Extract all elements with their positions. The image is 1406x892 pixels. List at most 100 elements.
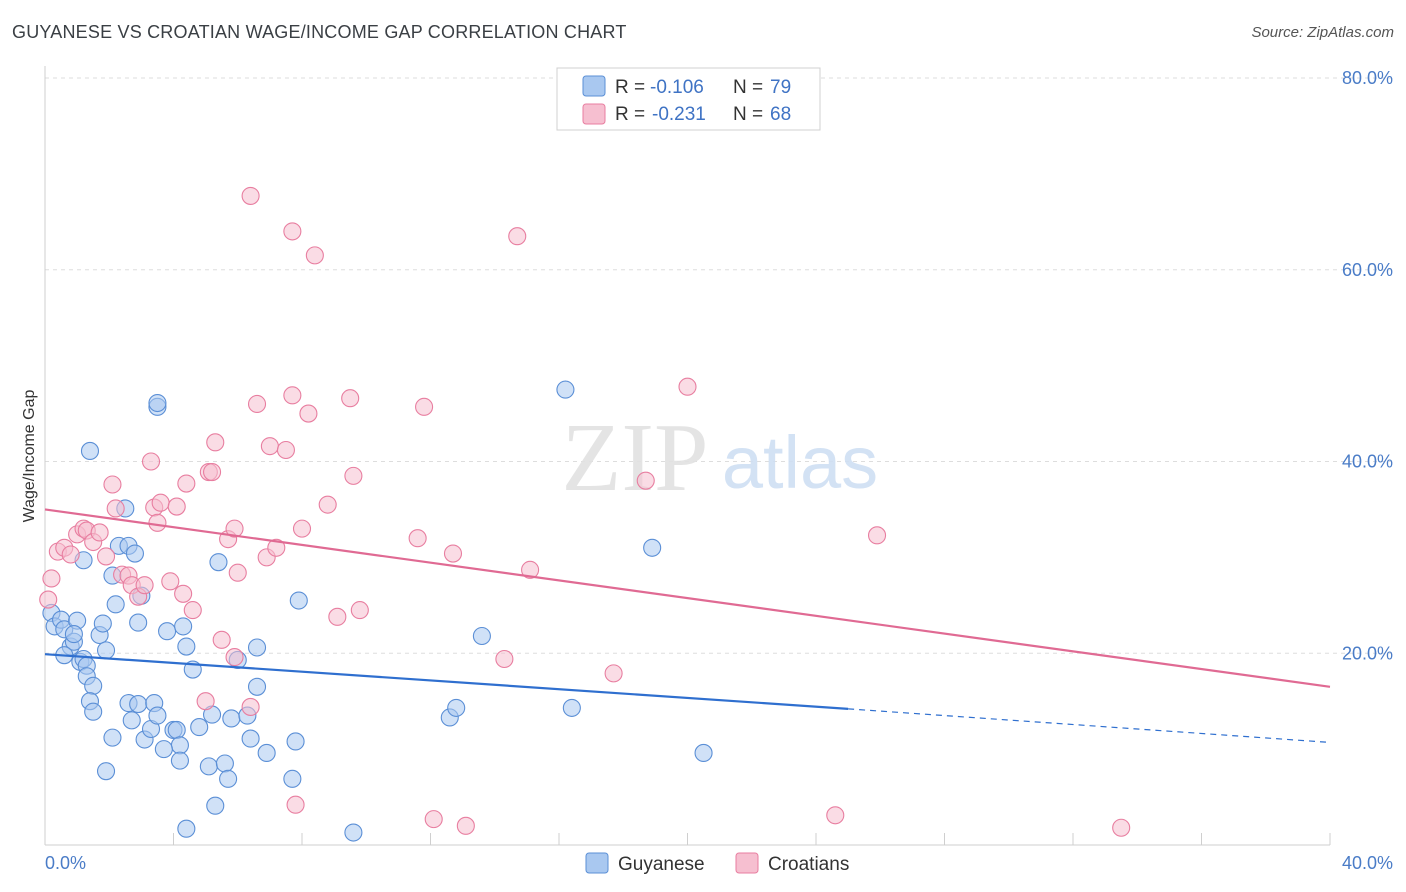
guyanese-point — [122, 711, 141, 730]
guyanese-point — [103, 728, 122, 747]
legend-r-label-2: R = — [615, 104, 645, 125]
guyanese-point — [209, 553, 228, 572]
croatians-point — [151, 493, 170, 512]
croatians-point — [225, 648, 244, 667]
croatians-point — [106, 499, 125, 518]
guyanese-point — [84, 676, 103, 695]
y-tick-label: 20.0% — [1342, 643, 1393, 663]
croatians-point — [456, 816, 475, 835]
legend-n-value-2: 68 — [770, 104, 791, 125]
croatians-point — [141, 452, 161, 471]
croatians-point — [415, 397, 434, 416]
y-tick-label: 40.0% — [1342, 452, 1393, 472]
guyanese-point — [257, 743, 276, 763]
croatians-point — [305, 246, 324, 265]
croatians-point — [826, 806, 845, 825]
croatians-point — [203, 462, 222, 482]
croatians-point — [350, 601, 369, 620]
watermark-atlas: atlas — [722, 421, 878, 504]
legend-r-value-1: -0.106 — [650, 77, 704, 98]
croatians-point — [161, 572, 180, 591]
tick-labels: 20.0% 40.0% 60.0% 80.0% 0.0% 40.0% — [45, 68, 1393, 873]
guyanese-point — [562, 698, 581, 717]
guyanese-point — [289, 591, 308, 610]
guyanese-point — [93, 614, 112, 633]
bottom-legend-croatians: Croatians — [768, 854, 849, 875]
guyanese-point — [129, 613, 148, 632]
guyanese-point — [96, 641, 116, 660]
bottom-legend-guyanese: Guyanese — [618, 854, 705, 875]
guyanese-point — [694, 743, 713, 763]
croatians-point — [96, 547, 116, 566]
guyanese-point — [283, 769, 302, 788]
y-axis-label: Wage/Income Gap — [21, 390, 38, 523]
croatians-point — [495, 649, 514, 669]
croatians-point — [174, 584, 193, 603]
croatians-point — [424, 810, 443, 829]
croatians-point — [196, 692, 215, 711]
legend-n-label-2: N = — [733, 104, 763, 125]
croatians-point — [283, 222, 302, 241]
guyanese-point — [84, 702, 103, 721]
guyanese-point — [206, 796, 225, 815]
croatians-point — [247, 394, 267, 414]
bottom-legend-swatch-croatians — [735, 852, 759, 874]
guyanese-point — [177, 819, 196, 838]
legend-swatch-guyanese — [582, 75, 606, 97]
croatians-point — [135, 576, 154, 595]
croatians-point — [678, 377, 697, 396]
croatians-point — [636, 471, 655, 490]
croatians-point — [443, 544, 463, 563]
x-tick-label: 40.0% — [1342, 853, 1393, 873]
trendline-croatians — [44, 508, 1331, 688]
croatians-point — [183, 601, 202, 620]
guyanese-point — [174, 617, 193, 636]
guyanese-point — [219, 769, 238, 788]
guyanese-point — [170, 751, 189, 770]
croatians-point — [521, 560, 540, 579]
guyanese-point — [472, 626, 491, 646]
guyanese-point — [241, 729, 260, 748]
trendline-guyanese-extension — [848, 708, 1331, 744]
guyanese-point — [80, 441, 100, 461]
croatians-point — [241, 186, 260, 205]
series-guyanese — [42, 380, 713, 842]
guyanese-point — [286, 732, 305, 751]
trendlines — [44, 508, 1331, 744]
source-label: Source: ZipAtlas.com — [1251, 24, 1394, 41]
x-tick-label: 0.0% — [45, 853, 86, 873]
guyanese-point — [96, 762, 116, 781]
croatians-point — [508, 227, 527, 246]
croatians-point — [867, 526, 887, 545]
croatians-point — [39, 590, 58, 609]
croatians-point — [276, 440, 295, 460]
guyanese-point — [177, 637, 196, 656]
croatians-point — [408, 529, 427, 548]
y-tick-label: 80.0% — [1342, 68, 1393, 88]
guyanese-point — [643, 538, 662, 557]
guyanese-point — [148, 393, 167, 413]
croatians-point — [299, 404, 318, 423]
guyanese-point — [167, 720, 186, 740]
croatians-point — [286, 795, 305, 814]
guyanese-point — [64, 625, 83, 644]
croatians-point — [167, 497, 186, 516]
watermark-zip: ZIP — [562, 404, 709, 512]
guyanese-point — [125, 544, 144, 563]
guyanese-point — [170, 736, 189, 755]
guyanese-point — [148, 706, 167, 725]
croatians-point — [328, 607, 347, 626]
croatians-point — [212, 630, 231, 649]
guyanese-point — [190, 718, 209, 737]
croatians-point — [344, 466, 363, 485]
guyanese-point — [199, 757, 218, 776]
guyanese-point — [344, 823, 363, 842]
croatians-point — [90, 523, 109, 542]
croatians-point — [292, 519, 312, 538]
croatians-point — [1112, 818, 1131, 837]
legend-r-value-2: -0.231 — [652, 104, 706, 125]
croatians-point — [225, 519, 244, 538]
croatians-point — [341, 389, 360, 408]
top-legend: R = -0.106 N = 79 R = -0.231 N = 68 — [556, 67, 821, 131]
croatians-point — [42, 569, 61, 588]
